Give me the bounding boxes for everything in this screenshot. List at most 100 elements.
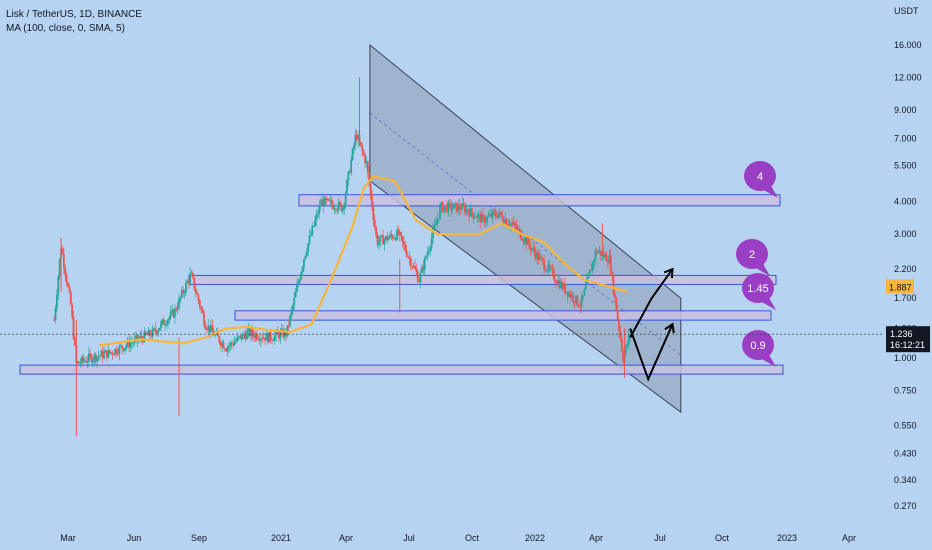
candle-body — [620, 339, 623, 352]
candle-body — [235, 340, 237, 343]
candle-body — [554, 279, 557, 282]
ma-value-label: 1.887 — [889, 282, 912, 292]
candle-body — [454, 202, 457, 204]
projection-path-1 — [629, 268, 674, 338]
candle-body — [54, 307, 57, 321]
candle-body — [244, 335, 247, 340]
candle-body — [457, 204, 459, 212]
candle-body — [386, 235, 389, 241]
candle-body — [76, 361, 79, 363]
zone-2 — [188, 274, 777, 285]
candle-body — [189, 273, 192, 283]
candle-body — [99, 355, 101, 357]
candle-body — [214, 333, 217, 336]
candle-body — [400, 232, 403, 236]
candle-body — [171, 309, 174, 312]
current-price-badge — [886, 326, 930, 353]
candle-body — [168, 317, 171, 320]
candle-body — [185, 282, 187, 293]
candle-body — [579, 306, 582, 308]
candle-body — [250, 329, 253, 337]
candle-body — [297, 282, 300, 285]
candle-body — [105, 350, 108, 358]
candle-body — [89, 353, 92, 356]
time-tick-label: Oct — [465, 533, 480, 543]
candle-body — [522, 240, 525, 242]
candle-body — [398, 232, 401, 235]
candle-body — [439, 206, 441, 219]
candle-body — [115, 349, 118, 354]
candle-body — [575, 295, 577, 304]
zone-4 — [298, 194, 781, 207]
time-tick-label: Jun — [127, 533, 142, 543]
candle-body — [487, 215, 490, 217]
candle-body — [598, 250, 601, 252]
candle-body — [124, 347, 126, 351]
candle-body — [346, 180, 348, 194]
time-axis[interactable]: Mar Jun Sep 2021 Apr Jul Oct 2022 Apr Jul Oct 2023 A… — [60, 533, 856, 543]
descending-channel — [369, 43, 682, 414]
candle-body — [79, 362, 82, 364]
candle-body — [476, 214, 479, 218]
arrow-head-icon — [663, 267, 674, 279]
candle-body — [243, 333, 246, 336]
candle-body — [225, 349, 228, 352]
candle-body — [618, 319, 620, 331]
candle-body — [548, 264, 551, 269]
candle-body — [569, 293, 572, 298]
price-axis[interactable]: USDT 16.000 12.000 9.000 7.000 5.500 4.000 3.00… — [884, 0, 932, 550]
candle-body — [597, 251, 600, 253]
candle-body — [458, 204, 461, 209]
bubble-label: 2 — [749, 249, 755, 261]
candle-body — [604, 254, 607, 257]
candle-body — [246, 331, 248, 340]
candle-body — [165, 324, 168, 326]
candle-body — [304, 255, 307, 260]
candle-body — [469, 208, 472, 217]
candle-body — [490, 214, 493, 218]
candle-body — [282, 329, 285, 338]
candle-body — [111, 352, 114, 355]
candle-body — [269, 332, 272, 340]
candle-body — [148, 330, 151, 336]
candle-body — [273, 335, 276, 341]
candle-body — [308, 235, 311, 244]
candle-body — [532, 247, 534, 249]
candle-body — [329, 200, 332, 202]
candle-body — [525, 237, 527, 245]
candle-body — [403, 241, 405, 245]
candle-body — [501, 215, 504, 221]
candle-body — [436, 219, 439, 224]
zone-0-9 — [19, 364, 784, 375]
candle-body — [198, 300, 201, 308]
time-tick-label: 2022 — [525, 533, 545, 543]
candle-body — [150, 335, 153, 337]
candle-body — [151, 328, 154, 337]
candle-body — [468, 212, 471, 217]
bubble-label: 1.45 — [747, 283, 768, 295]
candle-body — [222, 342, 225, 349]
candle-body — [409, 258, 412, 267]
candle-body — [203, 313, 205, 325]
candle-body — [516, 228, 519, 230]
candle-body — [418, 281, 421, 283]
candle-body — [390, 234, 393, 237]
candle-body — [415, 269, 418, 273]
candle-body — [494, 212, 497, 216]
candle-body — [433, 225, 436, 229]
candle-body — [462, 203, 465, 206]
candle-body — [612, 274, 615, 294]
candle-body — [240, 335, 243, 340]
candle-body — [340, 203, 343, 211]
candle-body — [272, 340, 275, 342]
candle-body — [130, 342, 133, 344]
candle-body — [160, 322, 162, 329]
candle-body — [536, 252, 539, 259]
candle-body — [286, 325, 289, 336]
candle-body — [475, 217, 477, 219]
candle-body — [167, 319, 169, 325]
candle-body — [408, 256, 411, 259]
candle-body — [580, 297, 583, 307]
